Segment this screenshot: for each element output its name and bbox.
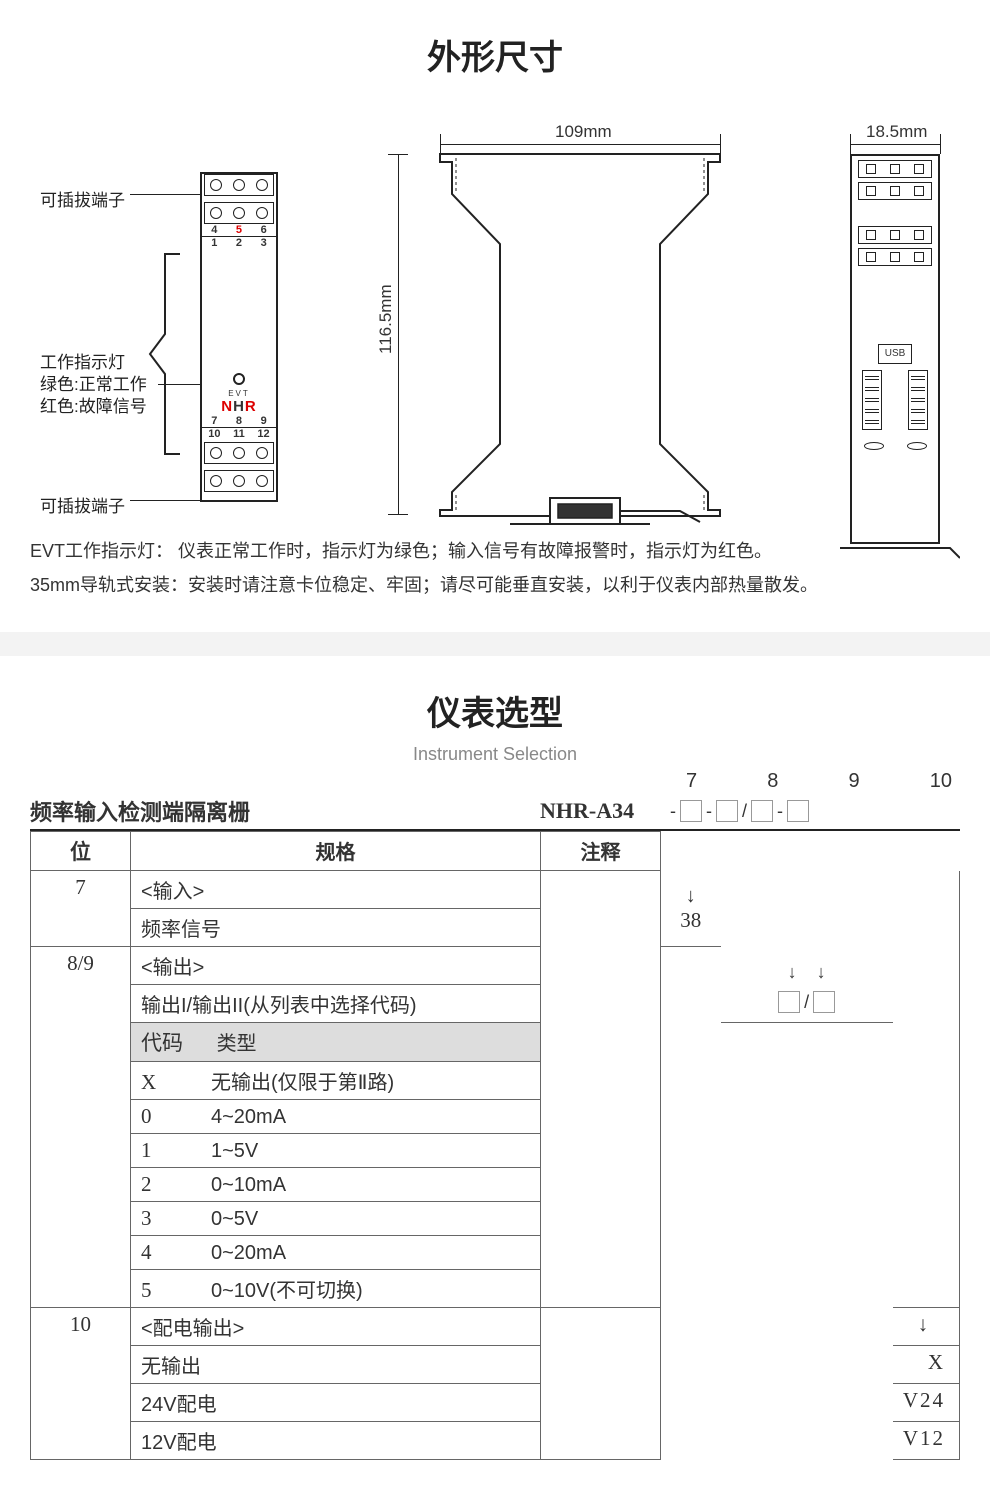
power-24v: 24V配电 [131, 1384, 541, 1422]
dim-depth: 18.5mm [866, 122, 927, 142]
rear-outline: USB [850, 154, 940, 544]
th-note: 注释 [541, 832, 661, 871]
product-name: 频率输入检测端隔离栅 [30, 795, 540, 827]
slot-num-8: 8 [767, 770, 778, 793]
code-v12: V12 [893, 1422, 960, 1460]
table-row: 7 <输入> ↓ 38 ↓↓ / [31, 871, 960, 909]
clip-hole-icon [907, 442, 927, 450]
power-12v: 12V配电 [131, 1422, 541, 1460]
selection-subtitle: Instrument Selection [30, 744, 960, 765]
spec-freq: 频率信号 [131, 909, 541, 947]
table-row: 代码 类型 [31, 1023, 960, 1062]
terminal-top-1 [204, 174, 274, 196]
table-row: 无输出 X [31, 1346, 960, 1384]
th-pos: 位 [31, 832, 131, 871]
usb-port-label: USB [878, 344, 912, 364]
dimension-notes: EVT工作指示灯： 仪表正常工作时，指示灯为绿色；输入信号有故障报警时，指示灯为… [30, 534, 960, 602]
section-divider [0, 632, 990, 656]
rear-rail-foot [840, 534, 960, 564]
num-row-101112: 101112 [202, 428, 276, 440]
code-38: 38 [671, 908, 711, 933]
num-row-123: 123 [202, 236, 276, 249]
model-number: NHR-A34 [540, 798, 670, 824]
th-spec: 规格 [131, 832, 541, 871]
pos-89: 8/9 [31, 947, 131, 1308]
pos-7: 7 [31, 871, 131, 947]
note-evt: EVT工作指示灯： 仪表正常工作时，指示灯为绿色；输入信号有故障报警时，指示灯为… [30, 534, 960, 568]
selection-title: 仪表选型 [30, 686, 960, 735]
rear-term-4 [858, 248, 932, 266]
nhr-logo: NHR [202, 398, 276, 415]
power-none: 无输出 [131, 1346, 541, 1384]
table-row: 10 <配电输出> ↓ [31, 1308, 960, 1346]
spec-input: <输入> [131, 871, 541, 909]
slot-num-7: 7 [686, 770, 697, 793]
led-indicator-icon [233, 373, 245, 385]
evt-label: EVT [202, 389, 276, 398]
num-row-789: 789 [202, 415, 276, 428]
dimensions-title: 外形尺寸 [30, 30, 960, 79]
terminal-top-2 [204, 202, 274, 224]
spec-output-sel: 输出I/输出II(从列表中选择代码) [131, 985, 541, 1023]
selection-header-row: 频率输入检测端隔离栅 NHR-A34 7 8 9 10 - - / - [30, 795, 960, 831]
clip-hole-icon [864, 442, 884, 450]
front-view-diagram: 可插拔端子 工作指示灯 绿色:正常工作 红色:故障信号 可插拔端子 456 12… [30, 94, 280, 494]
side-outline-svg [360, 94, 760, 534]
table-header-row: 位 规格 注释 [31, 832, 960, 871]
selection-table: 位 规格 注释 7 <输入> ↓ 38 ↓↓ / [30, 831, 960, 1460]
note-mount: 35mm导轨式安装：安装时请注意卡位稳定、牢固；请尽可能垂直安装，以利于仪表内部… [30, 568, 960, 602]
spec-power: <配电输出> [131, 1308, 541, 1346]
device-outline: 456 123 EVT NHR 789 101112 [200, 172, 278, 502]
rear-view-diagram: 18.5mm USB [840, 94, 960, 514]
rear-term-1 [858, 160, 932, 178]
rear-term-2 [858, 182, 932, 200]
rear-term-3 [858, 226, 932, 244]
diagram-row: 可插拔端子 工作指示灯 绿色:正常工作 红色:故障信号 可插拔端子 456 12… [30, 94, 960, 514]
pos-10: 10 [31, 1308, 131, 1460]
code-header: 代码 类型 [131, 1023, 541, 1062]
table-row: 24V配电 V24 [31, 1384, 960, 1422]
num-row-456: 456 [202, 224, 276, 236]
slot-num-9: 9 [849, 770, 860, 793]
din-grip-icons [862, 370, 928, 430]
side-view-diagram: 109mm 116.5mm [360, 94, 760, 514]
spec-output: <输出> [131, 947, 541, 985]
model-slots: 7 8 9 10 - - / - [670, 800, 960, 822]
code-v24: V24 [893, 1384, 960, 1422]
terminal-bot-1 [204, 442, 274, 464]
terminal-bot-2 [204, 470, 274, 492]
slot-num-10: 10 [930, 770, 952, 793]
table-row: 12V配电 V12 [31, 1422, 960, 1460]
code-x: X [893, 1346, 960, 1384]
